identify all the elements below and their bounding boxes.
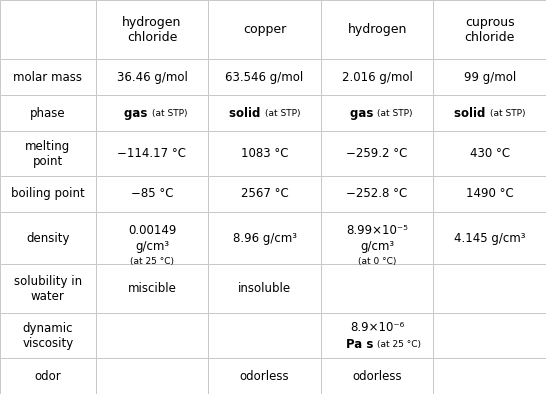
Text: solid: solid: [454, 106, 490, 119]
Text: g/cm³: g/cm³: [135, 240, 169, 253]
Bar: [208, 95, 321, 131]
Text: hydrogen
chloride: hydrogen chloride: [122, 16, 182, 44]
Text: solubility in
water: solubility in water: [14, 275, 82, 303]
Bar: [321, 264, 434, 313]
Bar: [96, 176, 208, 212]
Bar: [0, 59, 96, 95]
Bar: [321, 0, 434, 59]
Text: −259.2 °C: −259.2 °C: [346, 147, 408, 160]
Text: (at STP): (at STP): [264, 108, 300, 117]
Text: 63.546 g/mol: 63.546 g/mol: [225, 71, 304, 84]
Bar: [96, 95, 208, 131]
Text: molar mass: molar mass: [13, 71, 82, 84]
Text: −85 °C: −85 °C: [130, 188, 173, 201]
Text: 2.016 g/mol: 2.016 g/mol: [342, 71, 413, 84]
Bar: [208, 59, 321, 95]
Text: odorless: odorless: [240, 370, 289, 383]
Text: 2567 °C: 2567 °C: [241, 188, 288, 201]
Text: density: density: [26, 232, 69, 245]
Text: (at 25 °C): (at 25 °C): [377, 340, 421, 349]
Text: melting
point: melting point: [25, 139, 70, 167]
Bar: [208, 264, 321, 313]
Bar: [208, 0, 321, 59]
Text: 36.46 g/mol: 36.46 g/mol: [116, 71, 187, 84]
Bar: [434, 95, 546, 131]
Bar: [0, 313, 96, 358]
Bar: [434, 59, 546, 95]
Text: hydrogen: hydrogen: [347, 23, 407, 36]
Bar: [321, 358, 434, 394]
Bar: [96, 264, 208, 313]
Text: gas: gas: [349, 106, 377, 119]
Bar: [96, 358, 208, 394]
Bar: [434, 212, 546, 264]
Bar: [0, 212, 96, 264]
Text: copper: copper: [243, 23, 286, 36]
Text: (at STP): (at STP): [377, 108, 413, 117]
Bar: [321, 131, 434, 176]
Bar: [434, 0, 546, 59]
Bar: [0, 176, 96, 212]
Text: gas: gas: [124, 106, 152, 119]
Bar: [321, 59, 434, 95]
Bar: [434, 313, 546, 358]
Text: −114.17 °C: −114.17 °C: [117, 147, 186, 160]
Bar: [0, 95, 96, 131]
Text: 4.145 g/cm³: 4.145 g/cm³: [454, 232, 525, 245]
Bar: [434, 264, 546, 313]
Bar: [96, 212, 208, 264]
Text: 0.00149: 0.00149: [128, 224, 176, 237]
Text: cuprous
chloride: cuprous chloride: [465, 16, 515, 44]
Bar: [434, 358, 546, 394]
Text: 8.9×10⁻⁶: 8.9×10⁻⁶: [350, 321, 404, 334]
Text: insoluble: insoluble: [238, 282, 291, 295]
Text: 430 °C: 430 °C: [470, 147, 510, 160]
Text: solid: solid: [229, 106, 264, 119]
Bar: [434, 131, 546, 176]
Bar: [208, 313, 321, 358]
Bar: [96, 59, 208, 95]
Text: g/cm³: g/cm³: [360, 240, 394, 253]
Text: 8.96 g/cm³: 8.96 g/cm³: [233, 232, 296, 245]
Bar: [208, 358, 321, 394]
Text: (at STP): (at STP): [490, 108, 525, 117]
Text: 99 g/mol: 99 g/mol: [464, 71, 516, 84]
Text: boiling point: boiling point: [11, 188, 85, 201]
Bar: [96, 131, 208, 176]
Bar: [0, 0, 96, 59]
Text: odorless: odorless: [352, 370, 402, 383]
Text: 1083 °C: 1083 °C: [241, 147, 288, 160]
Bar: [96, 0, 208, 59]
Text: (at 25 °C): (at 25 °C): [130, 257, 174, 266]
Text: 1490 °C: 1490 °C: [466, 188, 514, 201]
Bar: [321, 313, 434, 358]
Text: 8.99×10⁻⁵: 8.99×10⁻⁵: [346, 224, 408, 237]
Text: odor: odor: [34, 370, 61, 383]
Bar: [321, 95, 434, 131]
Text: (at STP): (at STP): [152, 108, 187, 117]
Bar: [208, 176, 321, 212]
Bar: [0, 131, 96, 176]
Text: dynamic
viscosity: dynamic viscosity: [22, 322, 74, 349]
Text: phase: phase: [30, 106, 66, 119]
Bar: [96, 313, 208, 358]
Text: −252.8 °C: −252.8 °C: [347, 188, 408, 201]
Text: miscible: miscible: [128, 282, 176, 295]
Bar: [321, 176, 434, 212]
Bar: [321, 212, 434, 264]
Bar: [0, 358, 96, 394]
Bar: [208, 131, 321, 176]
Text: Pa s: Pa s: [346, 338, 377, 351]
Bar: [0, 264, 96, 313]
Bar: [434, 176, 546, 212]
Bar: [208, 212, 321, 264]
Text: (at 0 °C): (at 0 °C): [358, 257, 396, 266]
